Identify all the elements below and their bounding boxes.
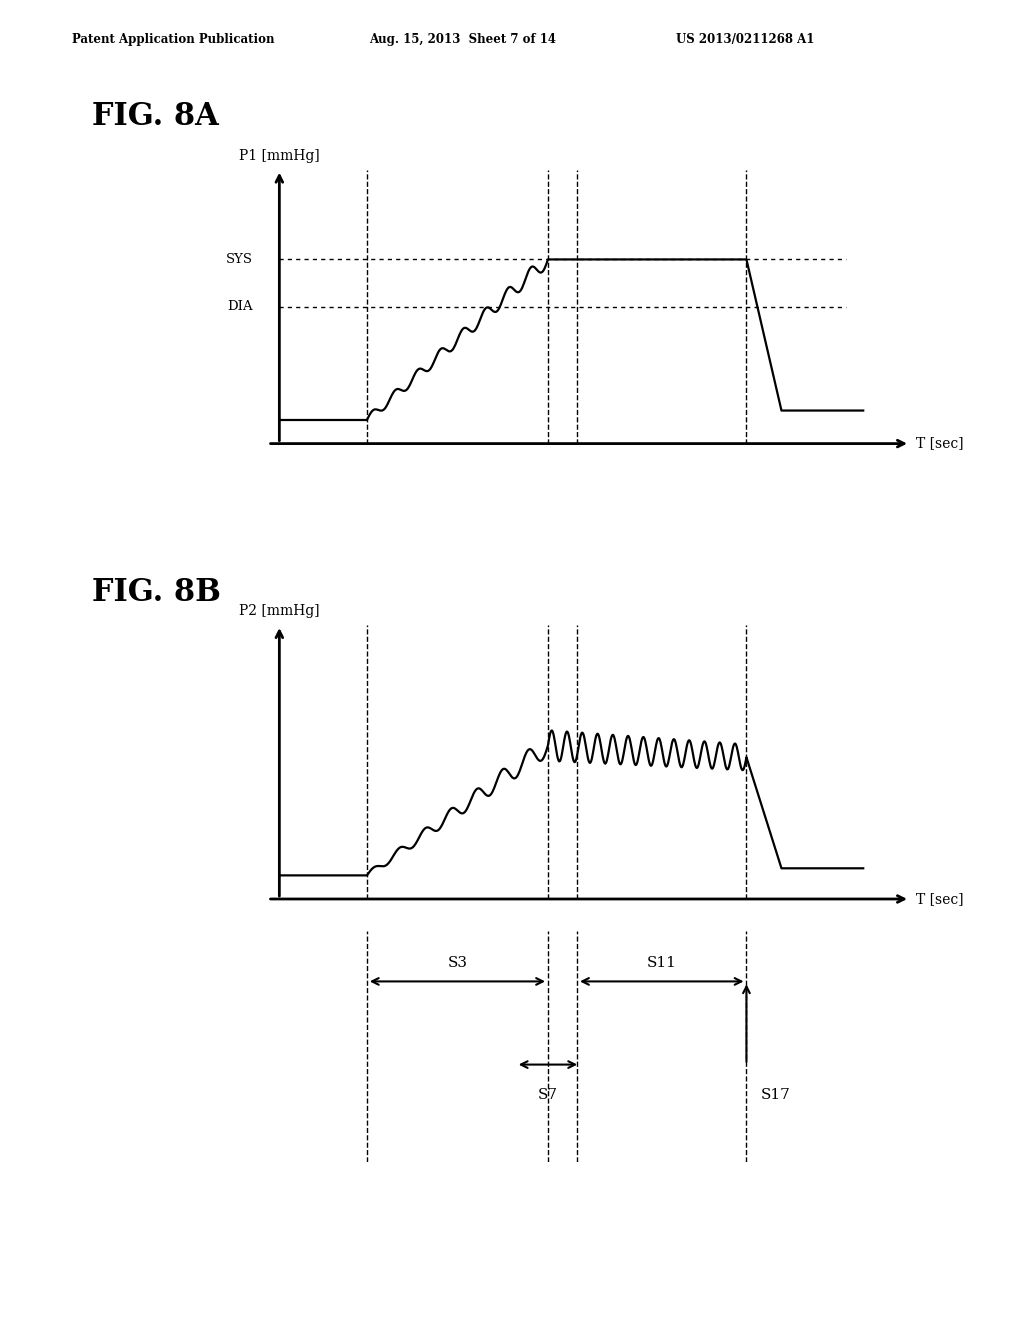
Text: FIG. 8A: FIG. 8A — [92, 102, 219, 132]
Text: P2 [mmHg]: P2 [mmHg] — [239, 605, 319, 618]
Text: FIG. 8B: FIG. 8B — [92, 577, 221, 607]
Text: T [sec]: T [sec] — [915, 892, 964, 906]
Text: DIA: DIA — [227, 300, 253, 313]
Text: Aug. 15, 2013  Sheet 7 of 14: Aug. 15, 2013 Sheet 7 of 14 — [369, 33, 556, 46]
Text: SYS: SYS — [226, 253, 253, 265]
Text: P1 [mmHg]: P1 [mmHg] — [239, 149, 319, 162]
Text: S17: S17 — [761, 1088, 791, 1102]
Text: T [sec]: T [sec] — [915, 437, 964, 450]
Text: S7: S7 — [538, 1088, 558, 1102]
Text: S3: S3 — [447, 956, 467, 970]
Text: S11: S11 — [647, 956, 677, 970]
Text: Patent Application Publication: Patent Application Publication — [72, 33, 274, 46]
Text: US 2013/0211268 A1: US 2013/0211268 A1 — [676, 33, 814, 46]
